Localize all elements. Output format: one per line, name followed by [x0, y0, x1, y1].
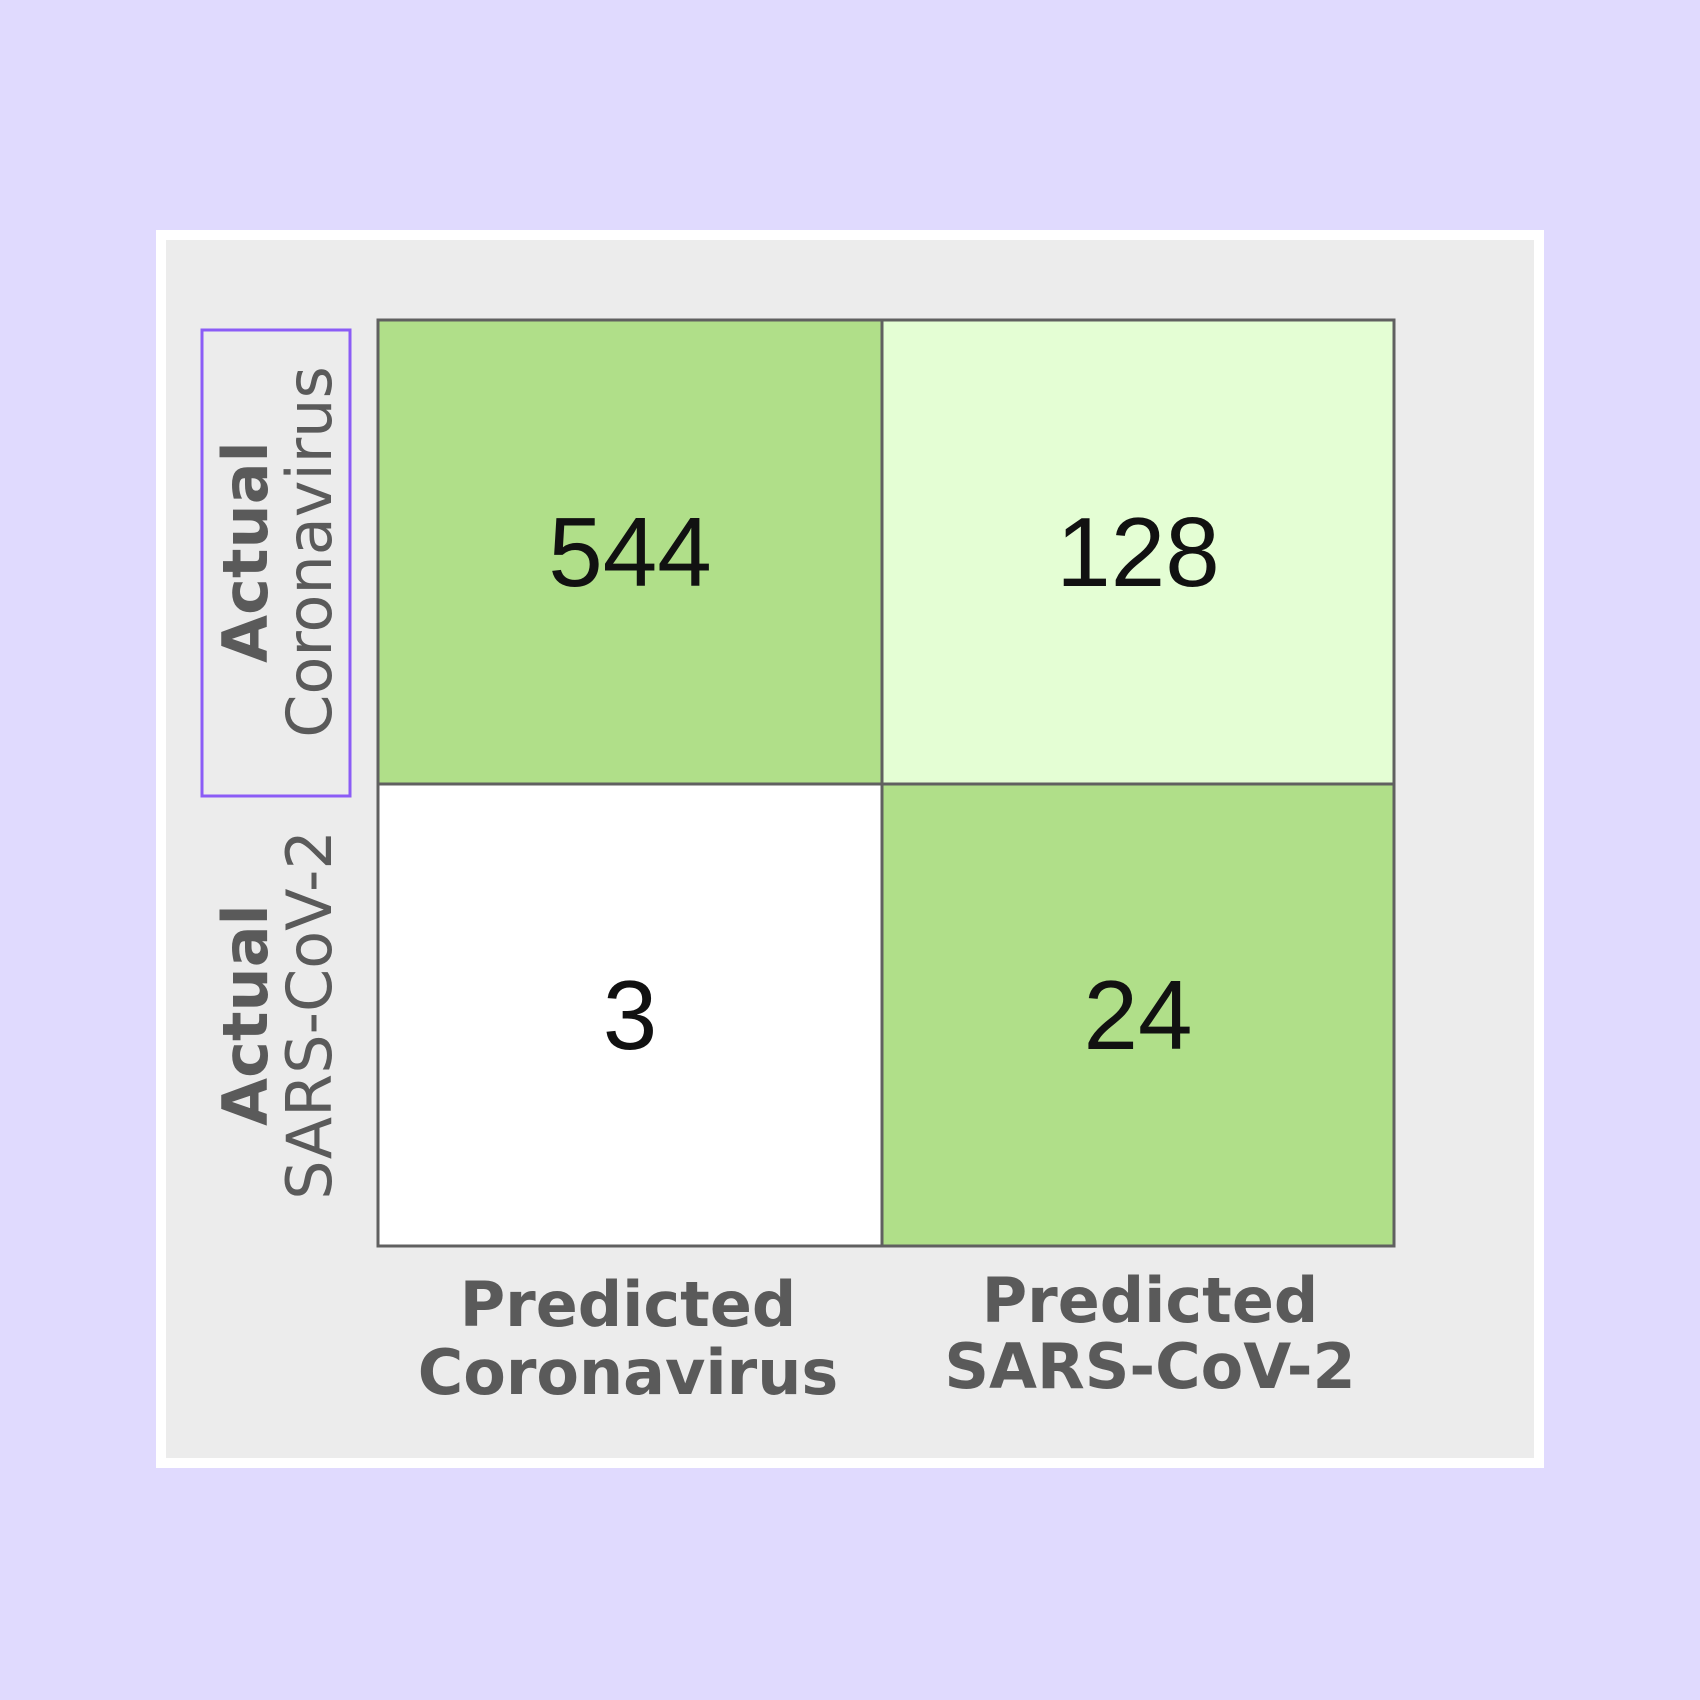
row-label-coronavirus-line-2: Coronavirus — [273, 366, 346, 738]
row-label-coronavirus-line-1: Actual — [209, 441, 282, 663]
col-label-coronavirus-line-2: Coronavirus — [418, 1336, 839, 1409]
cell-value: 24 — [1083, 960, 1192, 1070]
col-label-sars-cov-2-line-2: SARS-CoV-2 — [944, 1330, 1355, 1403]
cell-coronavirus-vs-sars-cov-2 — [880, 318, 1396, 786]
col-label-sars-cov-2-line-1: Predicted — [982, 1264, 1319, 1337]
values-layer: 544 128 3 24 — [548, 497, 1220, 1070]
row-label-sars-cov-2-line-2: SARS-CoV-2 — [273, 830, 346, 1200]
cell-value: 544 — [548, 497, 712, 607]
cell-value: 128 — [1056, 497, 1220, 607]
row-label-highlight-box — [200, 328, 352, 798]
cells-layer — [376, 318, 1396, 1248]
row-label-sars-cov-2-line-1: Actual — [209, 904, 282, 1126]
col-label-coronavirus-line-1: Predicted — [460, 1268, 797, 1341]
cell-sars-cov-2-vs-coronavirus — [376, 782, 884, 1248]
cell-value: 3 — [603, 960, 658, 1070]
cell-sars-cov-2-vs-sars-cov-2 — [880, 782, 1396, 1248]
